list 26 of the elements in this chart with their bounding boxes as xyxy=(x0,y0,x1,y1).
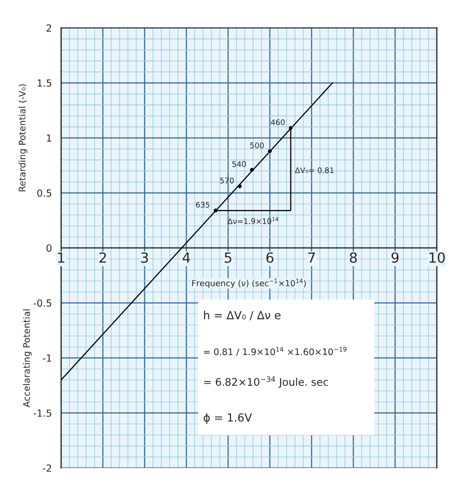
annotation: = 6.82×10$^{−34}$ Joule. sec xyxy=(204,376,328,388)
y-tick-label: -2 xyxy=(42,464,52,472)
text: Accelarating Potential xyxy=(22,309,32,408)
y-tick-label: 0 xyxy=(46,244,52,252)
x-axis-title: Frequency (ν) (sec$^{−1}$×10$^{14}$) xyxy=(192,278,306,288)
y-tick-label: -0.5 xyxy=(34,299,52,307)
annotation: ϕ = 1.6V xyxy=(204,413,252,424)
x-tick-label: 9 xyxy=(392,252,399,263)
x-tick-label: 10 xyxy=(430,252,445,263)
x-tick-label: 4 xyxy=(182,252,190,263)
x-tick-label: 1 xyxy=(58,252,64,263)
y-tick-label: -1 xyxy=(42,354,52,362)
annotation: = 0.81 / 1.9×10$^{14}$ ×1.60×10$^{−19}$ xyxy=(204,346,346,356)
x-tick-label: 5 xyxy=(224,252,232,263)
x-tick-label: 3 xyxy=(141,252,148,263)
x-tick-label: 2 xyxy=(99,252,106,263)
y-axis-title: Retarding Potential (-V₀) xyxy=(18,84,28,192)
annotation: h = ΔV₀ / Δν e xyxy=(204,310,281,320)
x-tick-label: 8 xyxy=(350,252,357,263)
y-tick-label: 1 xyxy=(46,134,52,142)
x-tick-label: 6 xyxy=(266,252,274,263)
x-tick-label: 7 xyxy=(308,252,315,263)
y-tick-label: -1.5 xyxy=(34,410,52,417)
y-tick-label: 2 xyxy=(46,24,52,32)
y-tick-label: 0.5 xyxy=(37,189,52,197)
y-tick-label: 1.5 xyxy=(38,79,52,87)
